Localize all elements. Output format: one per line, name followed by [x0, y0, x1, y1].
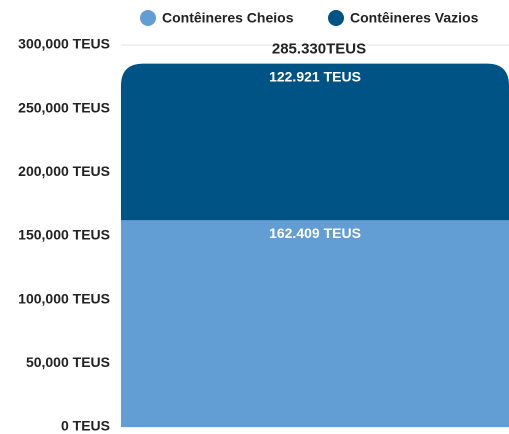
y-tick-label: 300,000 TEUS	[18, 36, 110, 52]
bar-segment	[121, 220, 509, 427]
bar-segment	[121, 63, 509, 221]
legend-label: Contêineres Cheios	[162, 10, 294, 26]
value-label: 122.921 TEUS	[269, 68, 361, 84]
y-tick-label: 0 TEUS	[61, 418, 110, 434]
legend-swatch	[140, 10, 156, 26]
value-label: 162.409 TEUS	[269, 225, 361, 241]
y-tick-label: 50,000 TEUS	[26, 354, 110, 370]
total-label: 285.330TEUS	[272, 41, 366, 58]
y-tick-label: 100,000 TEUS	[18, 290, 110, 306]
legend-swatch	[328, 10, 344, 26]
legend-label: Contêineres Vazios	[350, 10, 479, 26]
y-tick-label: 150,000 TEUS	[18, 227, 110, 243]
y-tick-label: 200,000 TEUS	[18, 163, 110, 179]
y-tick-label: 250,000 TEUS	[18, 99, 110, 115]
